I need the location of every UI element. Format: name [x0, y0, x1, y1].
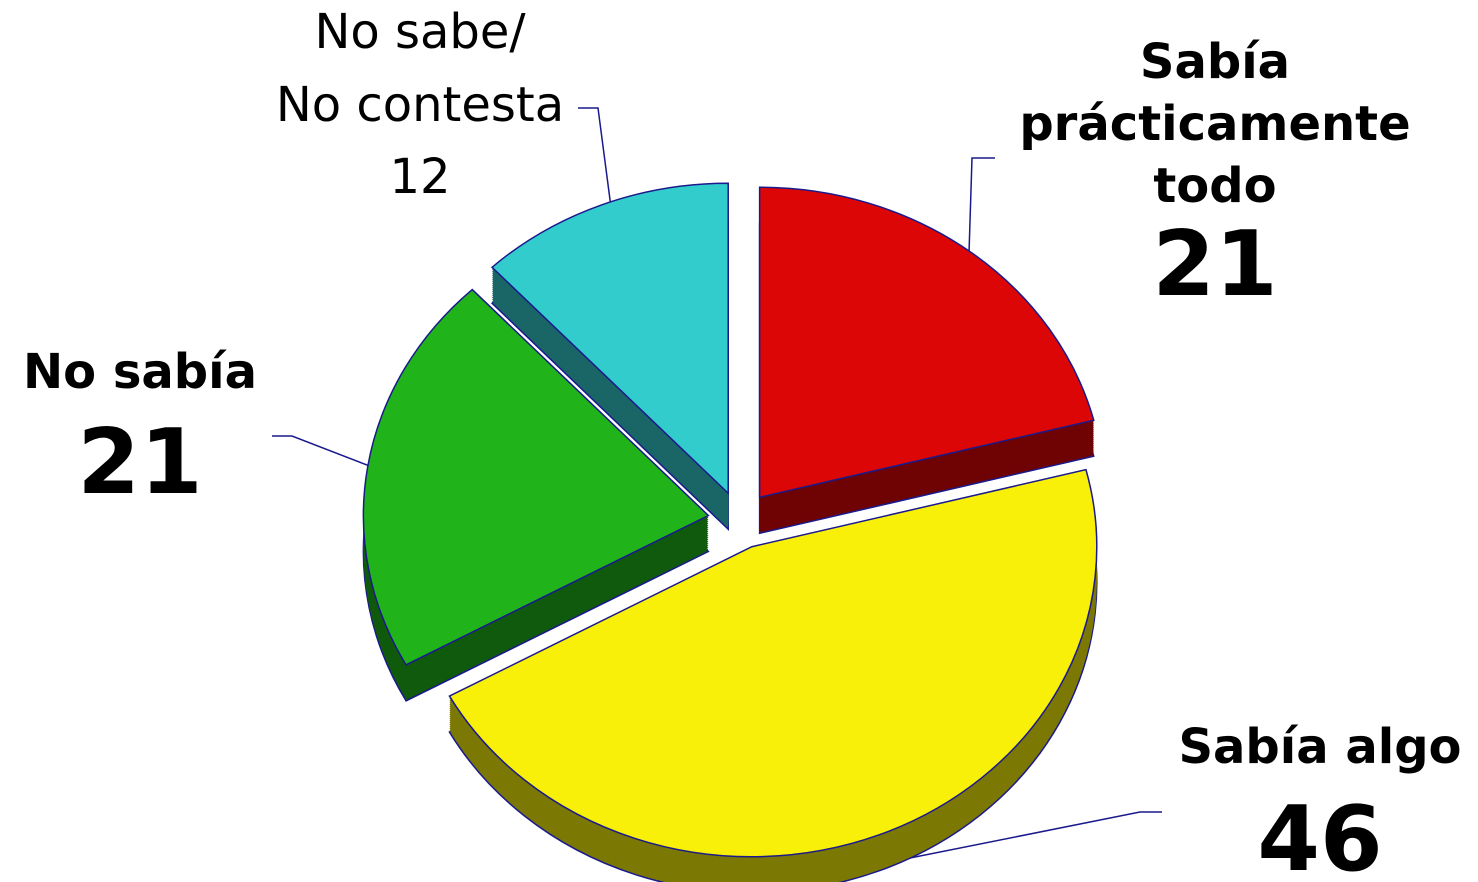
value-label: 21 [77, 410, 202, 515]
label-line: No sabe/ [314, 4, 526, 60]
label-line: No sabía [23, 344, 257, 400]
leader-lines [272, 107, 1162, 863]
label-line: Sabía algo [1178, 719, 1461, 775]
label-line: No contesta [276, 77, 564, 133]
label-line: Sabía [1140, 34, 1290, 90]
slice [448, 468, 1098, 858]
value-label: 12 [389, 149, 450, 205]
pie [362, 182, 1098, 882]
leader-line [272, 435, 386, 473]
value-label: 21 [1152, 212, 1277, 317]
value-label: 46 [1257, 787, 1382, 882]
leader-line [889, 811, 1162, 863]
slice [758, 186, 1095, 499]
slice-label: No sabe/No contesta [276, 4, 564, 133]
slice-label: Sabía prácticamente todo [1019, 34, 1410, 214]
label-line: prácticamente [1019, 96, 1410, 152]
slice [490, 182, 729, 496]
leader-line [578, 107, 613, 216]
label-line: todo [1153, 158, 1276, 214]
leader-line [967, 157, 995, 286]
slice-label: Sabía algo [1178, 719, 1461, 775]
slice-label: No sabía [23, 344, 257, 400]
slice [362, 288, 710, 666]
